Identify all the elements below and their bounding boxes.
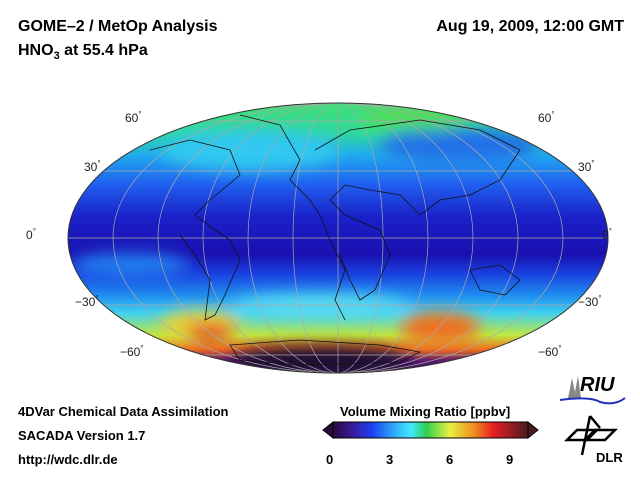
- lat-label-left-m60: −60°: [120, 344, 144, 359]
- lat-label-right-30: 30°: [578, 159, 595, 174]
- colorbar-title: Volume Mixing Ratio [ppbv]: [340, 404, 511, 419]
- lat-label-right-60: 60°: [538, 110, 555, 125]
- footer-link[interactable]: http://wdc.dlr.de: [18, 452, 118, 467]
- map-title: GOME–2 / MetOp Analysis: [18, 18, 218, 35]
- dlr-logo-icon: [563, 415, 619, 456]
- footer-line-1: 4DVar Chemical Data Assimilation: [18, 404, 229, 419]
- riu-logo-text: RIU: [580, 374, 615, 396]
- colorbar: [322, 420, 539, 440]
- lat-label-left-0: 0°: [26, 227, 36, 242]
- globe-field: [68, 103, 608, 373]
- pressure-level: at 55.4 hPa: [59, 42, 148, 59]
- globe-outline: [67, 102, 609, 374]
- colorbar-tick-3: 3: [386, 452, 394, 467]
- species-name: HNO: [18, 42, 54, 59]
- footer-line-2: SACADA Version 1.7: [18, 428, 146, 443]
- colorbar-tick-6: 6: [446, 452, 454, 467]
- riu-logo-icon: [559, 376, 626, 405]
- lat-label-left-30: 30°: [84, 159, 101, 174]
- colorbar-tick-9: 9: [506, 452, 514, 467]
- map-datetime: Aug 19, 2009, 12:00 GMT: [436, 18, 624, 35]
- colorbar-tick-0: 0: [326, 452, 334, 467]
- lat-label-right-m30: −30°: [578, 294, 602, 309]
- map-subtitle: HNO3 at 55.4 hPa: [18, 42, 148, 62]
- species-subscript: 3: [53, 50, 60, 63]
- lat-label-right-m60: −60°: [538, 344, 562, 359]
- dlr-logo-text: DLR: [596, 450, 623, 465]
- lat-label-left-60: 60°: [125, 110, 142, 125]
- coastlines: [149, 114, 521, 366]
- lat-label-left-m30: −30°: [75, 294, 99, 309]
- lat-label-right-0: 0°: [602, 227, 612, 242]
